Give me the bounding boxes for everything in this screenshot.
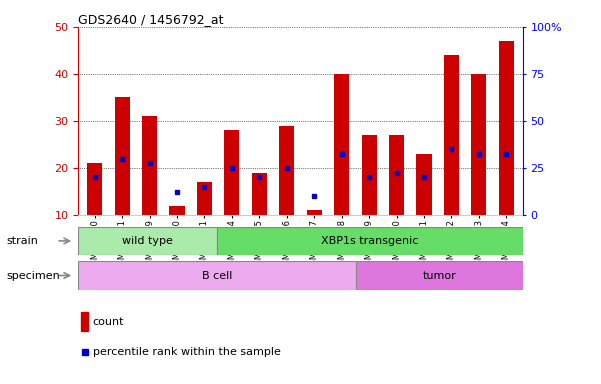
Bar (142, 116, 157, 215)
FancyBboxPatch shape (78, 227, 217, 255)
Text: strain: strain (6, 236, 38, 246)
Text: percentile rank within the sample: percentile rank within the sample (93, 347, 281, 358)
Bar (252, 173, 267, 215)
FancyBboxPatch shape (217, 227, 523, 255)
Bar (389, 135, 404, 215)
FancyBboxPatch shape (78, 261, 356, 290)
Bar (115, 98, 130, 215)
Bar (307, 210, 322, 215)
Text: B cell: B cell (202, 270, 233, 281)
Bar (279, 126, 294, 215)
Bar (499, 41, 514, 215)
Bar (416, 154, 432, 215)
Bar (362, 135, 377, 215)
Bar (81, 313, 88, 331)
Text: tumor: tumor (423, 270, 456, 281)
Text: specimen: specimen (6, 270, 59, 281)
Bar (444, 55, 459, 215)
Bar (224, 131, 239, 215)
Bar (87, 163, 102, 215)
Bar (197, 182, 212, 215)
Bar (334, 74, 349, 215)
Text: GDS2640 / 1456792_at: GDS2640 / 1456792_at (78, 13, 224, 26)
Bar (471, 74, 486, 215)
Text: XBP1s transgenic: XBP1s transgenic (322, 236, 419, 246)
Bar (169, 206, 185, 215)
Text: count: count (93, 317, 124, 327)
FancyBboxPatch shape (356, 261, 523, 290)
Text: wild type: wild type (122, 236, 173, 246)
